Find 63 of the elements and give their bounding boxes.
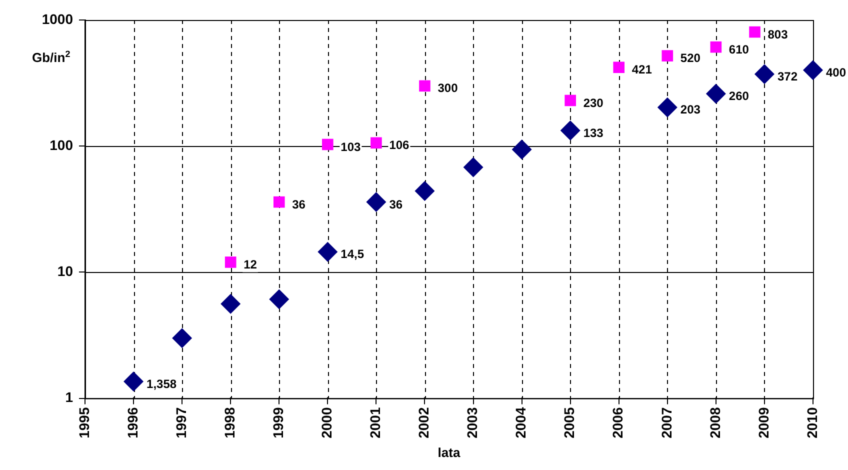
x-tick-label: 1998: [221, 407, 238, 438]
x-tick-label: 2010: [804, 407, 820, 438]
data-label: 133: [583, 126, 604, 140]
point: [706, 84, 726, 104]
point: [224, 256, 236, 268]
data-label: 36: [389, 197, 403, 212]
data-label: 14,5: [340, 247, 364, 262]
data-label: 36: [292, 197, 306, 212]
point: [124, 372, 144, 392]
x-tick-label: 2007: [658, 407, 674, 438]
point: [172, 328, 192, 348]
point: [512, 139, 532, 160]
y-tick-label: 10: [57, 263, 74, 280]
data-label: 203: [680, 102, 701, 117]
point: [754, 64, 774, 84]
point: [613, 62, 625, 74]
x-tick-label: 2002: [416, 407, 432, 438]
point: [463, 157, 484, 178]
x-tick-label: 2006: [610, 407, 626, 438]
point: [269, 289, 290, 310]
data-label: 421: [632, 62, 652, 77]
x-tick-label: 1999: [270, 407, 286, 438]
point: [657, 97, 678, 118]
point: [803, 60, 823, 80]
data-label: 300: [438, 81, 458, 96]
point: [419, 80, 430, 92]
point: [749, 26, 760, 38]
data-label: 803: [768, 27, 788, 42]
point: [370, 137, 382, 149]
x-tick-label: 2003: [464, 407, 480, 438]
data-label: 12: [244, 258, 258, 272]
point: [220, 294, 241, 314]
point: [414, 181, 435, 202]
x-axis-title: lata: [438, 444, 461, 460]
data-label: 372: [777, 69, 798, 84]
data-label: 230: [583, 96, 604, 110]
point: [366, 192, 386, 212]
point: [564, 94, 576, 106]
data-label: 260: [728, 89, 750, 104]
point: [662, 50, 674, 62]
data-label: 400: [826, 65, 846, 80]
x-tick-label: 1996: [124, 407, 140, 438]
y-tick-label: 1: [65, 389, 74, 406]
x-tick-label: 1995: [76, 407, 92, 438]
x-tick-label: 2005: [561, 407, 578, 438]
x-tick-label: 2001: [367, 407, 384, 438]
point: [273, 196, 285, 208]
x-tick-label: 2008: [706, 407, 723, 438]
x-tick-label: 2004: [512, 407, 529, 438]
data-label: 103: [340, 140, 362, 154]
x-tick-label: 2009: [755, 407, 772, 438]
x-tick-label: 2000: [318, 407, 335, 438]
point: [710, 41, 722, 53]
y-tick-label: 100: [50, 136, 74, 153]
point: [322, 138, 334, 150]
data-label: 610: [728, 42, 750, 56]
annotation: 1,358: [146, 376, 177, 391]
data-label: 106: [389, 138, 410, 152]
y-tick-label: 1000: [42, 10, 74, 27]
point: [318, 242, 338, 262]
data-label: 520: [680, 51, 701, 66]
x-tick-label: 1997: [172, 407, 189, 438]
point: [560, 120, 580, 140]
